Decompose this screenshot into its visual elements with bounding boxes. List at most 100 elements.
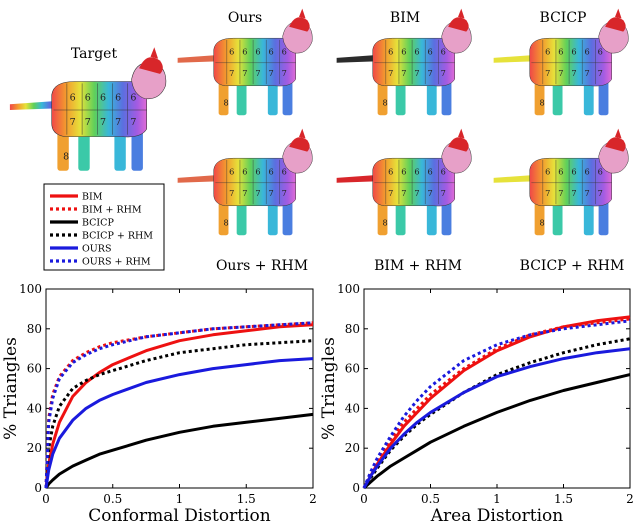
leg-part <box>57 130 69 171</box>
y-tick-label: 40 <box>27 401 42 415</box>
patch-number: 6 <box>545 167 550 177</box>
patch-number: 7 <box>242 68 247 78</box>
x-tick-label: 1 <box>493 492 501 506</box>
patch-number: 7 <box>401 188 406 198</box>
area-distortion-chart: 0 20 40 60 80 100 0 0.5 1 1.5 2 Area Distortion % Tr… <box>319 282 634 526</box>
y-axis-label: % Triangles <box>1 337 21 440</box>
label-bim-rhm: BIM + RHM <box>374 258 462 274</box>
series-line-ours <box>362 347 631 489</box>
body-part <box>529 157 612 207</box>
patch-number: 7 <box>558 68 563 78</box>
patch-number: 7 <box>282 68 287 78</box>
patch-number: 7 <box>115 117 121 128</box>
patch-number: 8 <box>383 97 388 107</box>
y-tick-label: 20 <box>345 441 360 455</box>
head-crown <box>289 17 310 32</box>
patch-number: 6 <box>70 93 76 104</box>
leg-part <box>395 80 406 116</box>
patch-number: 8 <box>540 217 545 227</box>
patch-number: 6 <box>401 167 406 177</box>
patch-number: 7 <box>585 188 590 198</box>
patch-number: 7 <box>255 68 260 78</box>
target-shape-render: 6 7 6 7 6 7 6 7 6 7 8 <box>9 47 167 171</box>
head-crown <box>605 17 626 32</box>
patch-number: 7 <box>545 68 550 78</box>
patch-number: 6 <box>428 167 433 177</box>
x-axis-label: Conformal Distortion <box>88 506 270 526</box>
leg-part <box>131 130 143 171</box>
y-tick-label: 0 <box>352 481 360 495</box>
patch-number: 7 <box>269 188 274 198</box>
x-tick-label: 0 <box>360 492 368 506</box>
legend-label: BIM + RHM <box>82 205 142 216</box>
bcicp-shape-render: 6 7 6 7 6 7 6 7 6 7 8 <box>493 8 629 116</box>
patch-number: 7 <box>545 188 550 198</box>
x-tick-label: 0 <box>42 492 50 506</box>
patch-number: 7 <box>388 68 393 78</box>
y-tick-label: 80 <box>345 322 360 336</box>
series-line-ours-rhm <box>44 321 314 489</box>
label-bcicp: BCICP <box>540 10 587 26</box>
leg-part <box>377 200 388 236</box>
patch-number: 7 <box>414 68 419 78</box>
leg-part <box>114 130 126 171</box>
patch-number: 7 <box>388 188 393 198</box>
x-tick-label: 1.5 <box>237 492 256 506</box>
leg-part <box>282 80 293 116</box>
patch-number: 6 <box>545 47 550 57</box>
x-tick-label: 0.5 <box>421 492 440 506</box>
head-crown <box>139 57 163 74</box>
leg-part <box>78 130 90 171</box>
patch-number: 7 <box>100 117 106 128</box>
leg-part <box>534 200 545 236</box>
leg-part <box>552 200 563 236</box>
label-bim: BIM <box>390 10 420 26</box>
patch-number: 6 <box>282 47 287 57</box>
series-line-bim-rhm <box>44 321 314 489</box>
head-crown <box>605 137 626 152</box>
bim-shape-render: 6 7 6 7 6 7 6 7 6 7 8 <box>336 8 472 116</box>
patch-number: 7 <box>598 188 603 198</box>
leg-part <box>267 200 278 236</box>
legend-label: OURS <box>82 244 111 255</box>
legend: BIM BIM + RHM BCICP BCICP + RHM OURS OURS + R… <box>43 183 165 271</box>
patch-number: 8 <box>63 151 69 162</box>
y-tick-label: 0 <box>34 481 42 495</box>
patch-number: 6 <box>242 47 247 57</box>
leg-part <box>583 80 594 116</box>
patch-number: 7 <box>70 117 76 128</box>
label-ours-rhm: Ours + RHM <box>216 258 308 274</box>
x-tick-label: 2 <box>626 492 634 506</box>
patch-number: 6 <box>85 93 91 104</box>
patch-number: 7 <box>401 68 406 78</box>
ear-part <box>458 128 465 139</box>
leg-part <box>441 80 452 116</box>
body-part <box>372 157 455 207</box>
legend-box <box>43 183 165 271</box>
patch-number: 6 <box>229 167 234 177</box>
patch-number: 6 <box>282 167 287 177</box>
ear-part <box>299 8 306 19</box>
patch-number: 6 <box>585 167 590 177</box>
body-part <box>372 37 455 87</box>
x-tick-label: 1.5 <box>554 492 573 506</box>
series-line-bim <box>44 323 314 489</box>
patch-number: 7 <box>255 188 260 198</box>
patch-number: 6 <box>100 93 106 104</box>
tail-part <box>493 54 540 63</box>
ear-part <box>299 128 306 139</box>
leg-part <box>236 200 247 236</box>
leg-part <box>552 80 563 116</box>
y-tick-label: 100 <box>337 282 360 296</box>
patch-number: 6 <box>598 47 603 57</box>
x-tick-label: 0.5 <box>103 492 122 506</box>
leg-part <box>441 200 452 236</box>
x-axis-label: Area Distortion <box>430 506 563 526</box>
leg-part <box>282 200 293 236</box>
body-part <box>213 37 296 87</box>
patch-number: 7 <box>558 188 563 198</box>
patch-number: 6 <box>414 47 419 57</box>
patch-number: 6 <box>441 167 446 177</box>
x-tick-label: 2 <box>309 492 317 506</box>
leg-part <box>218 200 229 236</box>
